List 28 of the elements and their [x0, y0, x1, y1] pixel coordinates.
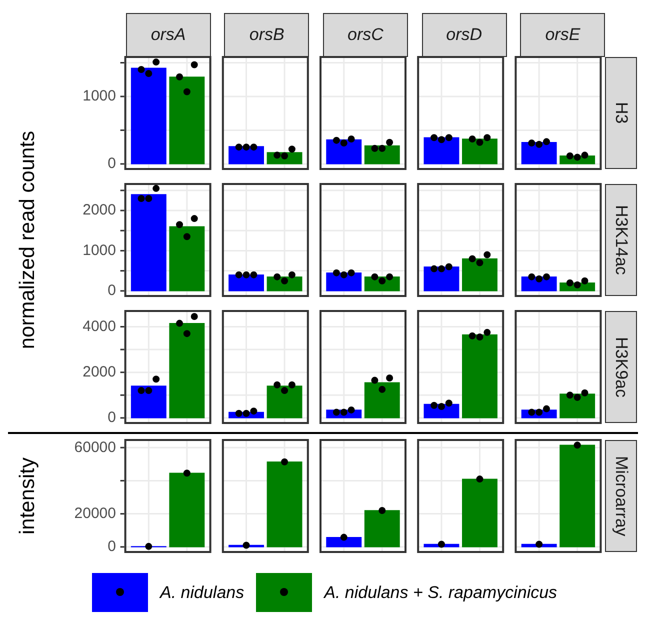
- y2-axis-title: Microarray: [611, 456, 632, 536]
- y-tick-label: 0: [108, 155, 116, 172]
- x-tick-label: orsB: [224, 13, 310, 57]
- y-tick-label: 1000: [82, 88, 116, 105]
- x-tick-label: orsD: [422, 13, 507, 57]
- label-tab: Microarray: [605, 440, 638, 552]
- label-tab: H3K14ac: [605, 184, 638, 296]
- x-tick-label: orsA: [126, 13, 211, 57]
- label-tab: H3: [605, 57, 638, 169]
- x-tick-label: orsE: [520, 13, 606, 57]
- legend-label: A. nidulans + S. rapamycinicus: [324, 582, 558, 602]
- y2-axis-title: H3: [611, 102, 632, 124]
- x-tick-label: orsC: [323, 13, 408, 57]
- legend-label: A. nidulans: [160, 582, 244, 602]
- y2-axis-title: H3K9ac: [611, 336, 632, 398]
- y-tick-label: 0: [108, 538, 116, 556]
- y2-axis-title: H3K14ac: [611, 205, 632, 275]
- y-axis-title: intensity: [16, 457, 40, 535]
- y-tick-label: 60000: [74, 438, 116, 456]
- y-tick-label: 2000: [82, 363, 116, 380]
- y-tick-label: 4000: [82, 318, 116, 335]
- y-axis-title: normalized read counts: [16, 130, 40, 350]
- y-tick-label: 1000: [82, 242, 116, 259]
- y-tick-label: 0: [108, 409, 116, 426]
- y-tick-label: 0: [108, 282, 116, 300]
- label-tab: H3K9ac: [605, 311, 638, 423]
- y-tick-label: 2000: [82, 202, 116, 219]
- y-tick-label: 20000: [74, 504, 116, 522]
